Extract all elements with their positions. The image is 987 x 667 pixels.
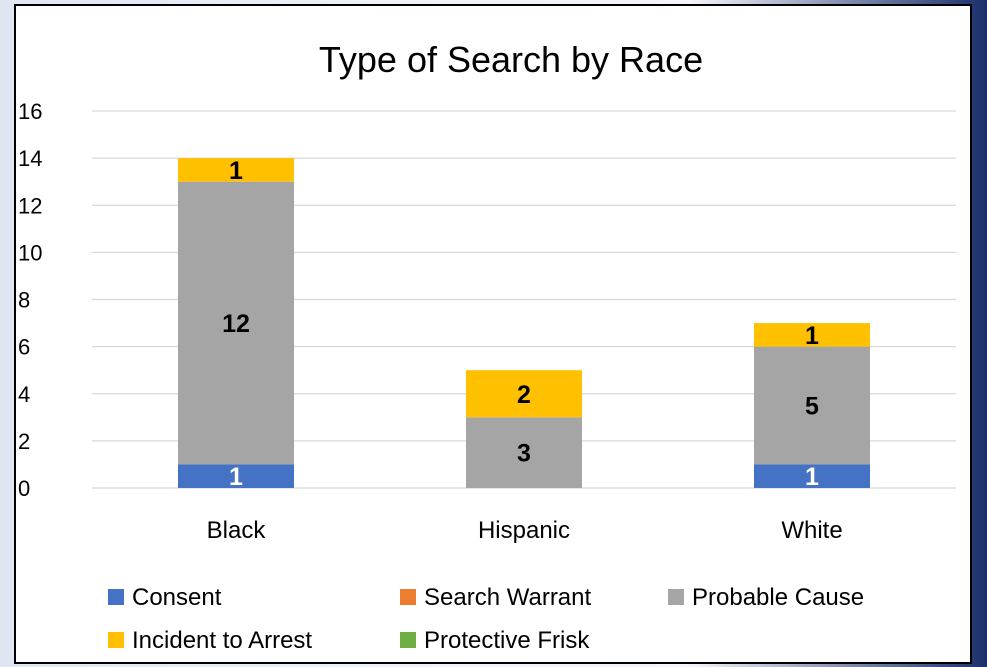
y-axis-tick-labels: 0 2 4 6 8 10 12 14 16 — [18, 99, 42, 501]
chart-frame: Type of Search by Race 0 2 4 6 8 10 12 14 16 1 12… — [14, 4, 972, 664]
data-label: 12 — [222, 310, 250, 338]
legend-label: Probable Cause — [692, 584, 864, 611]
bar-segment-incident-to-arrest — [754, 323, 870, 347]
bar-segment-consent — [178, 464, 294, 488]
y-tick-label: 4 — [18, 382, 30, 407]
data-label: 1 — [229, 463, 243, 491]
legend-swatch — [668, 589, 684, 605]
y-tick-label: 12 — [18, 193, 42, 218]
chart-title: Type of Search by Race — [319, 39, 703, 80]
y-tick-label: 2 — [18, 429, 30, 454]
x-axis-category-labels: Black Hispanic White — [207, 517, 843, 544]
legend-item-consent: Consent — [108, 584, 222, 611]
bar-segment-probable-cause — [754, 346, 870, 465]
legend-swatch — [108, 632, 124, 648]
legend: Consent Search Warrant Probable Cause Incid… — [108, 584, 864, 654]
y-tick-label: 14 — [18, 146, 42, 171]
y-tick-label: 10 — [18, 240, 42, 265]
y-tick-label: 6 — [18, 335, 30, 360]
legend-swatch — [400, 632, 416, 648]
legend-item-incident-to-arrest: Incident to Arrest — [108, 627, 312, 654]
bar-segment-consent — [754, 464, 870, 488]
data-label: 1 — [805, 463, 819, 491]
legend-item-protective-frisk: Protective Frisk — [400, 627, 590, 654]
legend-label: Search Warrant — [424, 584, 592, 611]
bars: 1 12 1 3 2 1 5 1 — [178, 157, 870, 491]
legend-swatch — [400, 589, 416, 605]
legend-item-search-warrant: Search Warrant — [400, 584, 592, 611]
legend-item-probable-cause: Probable Cause — [668, 584, 864, 611]
data-label: 1 — [229, 157, 243, 185]
x-category-label: White — [781, 517, 842, 544]
bar-segment-probable-cause — [466, 417, 582, 488]
y-tick-label: 8 — [18, 288, 30, 313]
bar-segment-probable-cause — [178, 181, 294, 465]
bar-segment-incident-to-arrest — [466, 370, 582, 418]
x-category-label: Hispanic — [478, 517, 570, 544]
y-tick-label: 0 — [18, 476, 30, 501]
legend-label: Protective Frisk — [424, 627, 590, 654]
legend-swatch — [108, 589, 124, 605]
legend-label: Consent — [132, 584, 222, 611]
legend-label: Incident to Arrest — [132, 627, 312, 654]
x-category-label: Black — [207, 517, 267, 544]
y-tick-label: 16 — [18, 99, 42, 124]
data-label: 5 — [805, 393, 819, 421]
bar-segment-incident-to-arrest — [178, 158, 294, 182]
data-label: 3 — [517, 440, 531, 468]
data-label: 1 — [805, 322, 819, 350]
data-label: 2 — [517, 381, 531, 409]
